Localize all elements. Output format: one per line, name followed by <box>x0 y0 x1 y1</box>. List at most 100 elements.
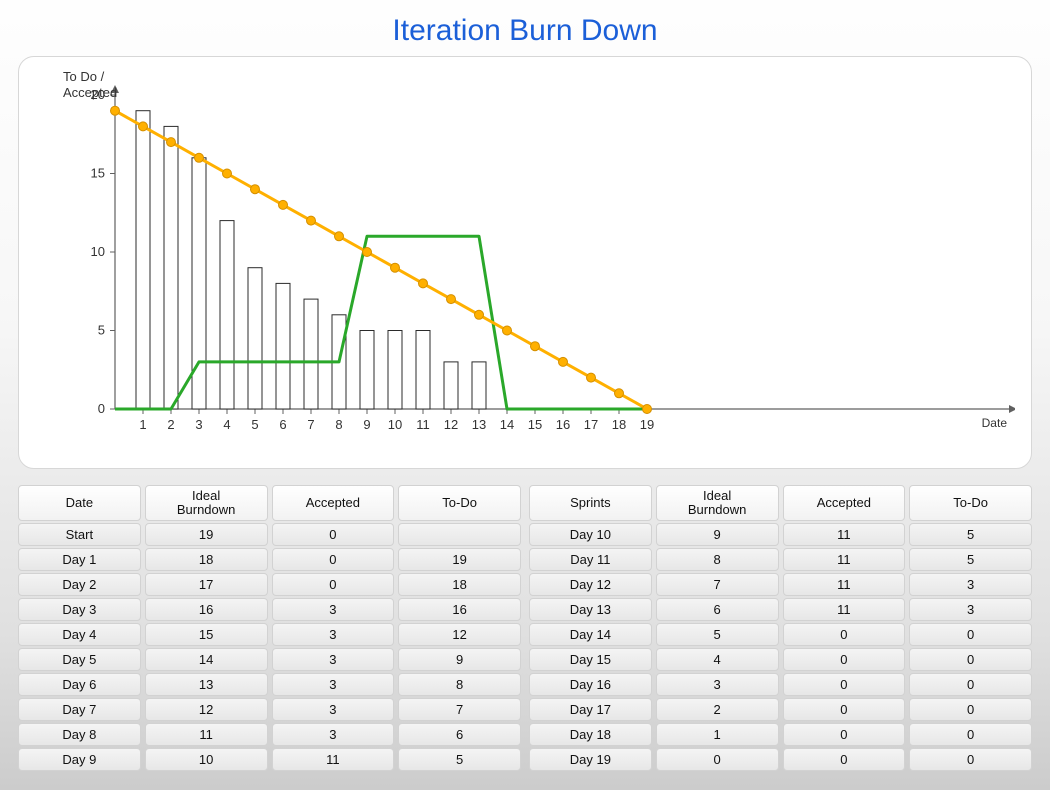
table-left-header-2: Accepted <box>272 485 395 521</box>
table-cell: Day 6 <box>18 673 141 696</box>
svg-text:5: 5 <box>98 323 105 338</box>
table-cell: Day 4 <box>18 623 141 646</box>
svg-text:13: 13 <box>472 417 486 432</box>
table-cell: 11 <box>145 723 268 746</box>
table-cell: Day 16 <box>529 673 652 696</box>
table-cell: 18 <box>145 548 268 571</box>
svg-text:1: 1 <box>139 417 146 432</box>
table-left-header-1: IdealBurndown <box>145 485 268 521</box>
table-cell: 3 <box>656 673 779 696</box>
table-cell: 0 <box>909 723 1032 746</box>
table-cell: 9 <box>656 523 779 546</box>
table-cell: 11 <box>783 573 906 596</box>
table-cell: Day 5 <box>18 648 141 671</box>
table-cell: Day 18 <box>529 723 652 746</box>
table-cell: 0 <box>783 698 906 721</box>
table-cell: Day 19 <box>529 748 652 771</box>
table-cell <box>398 523 521 546</box>
table-cell: 0 <box>783 648 906 671</box>
svg-text:Date: Date <box>982 416 1008 430</box>
table-cell: 0 <box>783 673 906 696</box>
table-cell: 11 <box>783 523 906 546</box>
table-cell: Day 2 <box>18 573 141 596</box>
svg-text:0: 0 <box>98 401 105 416</box>
table-right-header-3: To-Do <box>909 485 1032 521</box>
table-cell: 3 <box>272 648 395 671</box>
table-cell: 19 <box>398 548 521 571</box>
table-cell: 7 <box>656 573 779 596</box>
table-cell: 0 <box>909 698 1032 721</box>
svg-text:10: 10 <box>91 244 105 259</box>
svg-text:19: 19 <box>640 417 654 432</box>
svg-text:Accepted: Accepted <box>63 85 117 100</box>
svg-text:15: 15 <box>528 417 542 432</box>
table-cell: 0 <box>783 748 906 771</box>
table-cell: 6 <box>398 723 521 746</box>
table-cell: 11 <box>783 598 906 621</box>
table-cell: 8 <box>398 673 521 696</box>
table-cell: 16 <box>145 598 268 621</box>
table-cell: 5 <box>398 748 521 771</box>
table-right-header-1: IdealBurndown <box>656 485 779 521</box>
table-cell: 12 <box>398 623 521 646</box>
table-cell: 0 <box>909 648 1032 671</box>
table-cell: 0 <box>909 623 1032 646</box>
table-cell: 0 <box>909 673 1032 696</box>
table-cell: Day 8 <box>18 723 141 746</box>
table-cell: 8 <box>656 548 779 571</box>
table-cell: 0 <box>272 548 395 571</box>
table-cell: Day 1 <box>18 548 141 571</box>
table-cell: 0 <box>909 748 1032 771</box>
table-cell: 6 <box>656 598 779 621</box>
table-cell: 7 <box>398 698 521 721</box>
table-cell: Day 9 <box>18 748 141 771</box>
table-right-header-0: Sprints <box>529 485 652 521</box>
table-cell: 2 <box>656 698 779 721</box>
burndown-table-right: SprintsIdealBurndownAcceptedTo-Do Day 109… <box>529 485 1032 771</box>
table-cell: Day 3 <box>18 598 141 621</box>
svg-text:2: 2 <box>167 417 174 432</box>
svg-text:18: 18 <box>612 417 626 432</box>
table-cell: 0 <box>656 748 779 771</box>
svg-text:3: 3 <box>195 417 202 432</box>
table-cell: Start <box>18 523 141 546</box>
table-cell: Day 13 <box>529 598 652 621</box>
data-tables: DateIdealBurndownAcceptedTo-DoStart190Da… <box>18 485 1032 771</box>
table-cell: 11 <box>783 548 906 571</box>
table-cell: 11 <box>272 748 395 771</box>
table-cell: Day 11 <box>529 548 652 571</box>
table-cell: 17 <box>145 573 268 596</box>
table-cell: 3 <box>272 598 395 621</box>
svg-text:15: 15 <box>91 166 105 181</box>
table-cell: 0 <box>272 523 395 546</box>
table-cell: Day 7 <box>18 698 141 721</box>
table-cell: 3 <box>272 673 395 696</box>
table-cell: 13 <box>145 673 268 696</box>
table-cell: 3 <box>272 623 395 646</box>
table-cell: Day 17 <box>529 698 652 721</box>
table-cell: 1 <box>656 723 779 746</box>
table-cell: 5 <box>656 623 779 646</box>
burndown-chart: 05101520To Do /Accepted12345678910111213… <box>35 67 1015 447</box>
table-cell: 3 <box>272 698 395 721</box>
table-cell: 5 <box>909 523 1032 546</box>
table-cell: 0 <box>783 623 906 646</box>
table-cell: 5 <box>909 548 1032 571</box>
svg-text:16: 16 <box>556 417 570 432</box>
svg-text:11: 11 <box>416 417 430 432</box>
table-cell: 0 <box>272 573 395 596</box>
page-title: Iteration Burn Down <box>0 0 1050 56</box>
table-cell: 19 <box>145 523 268 546</box>
svg-text:4: 4 <box>223 417 230 432</box>
table-cell: Day 10 <box>529 523 652 546</box>
burndown-table-left: DateIdealBurndownAcceptedTo-DoStart190Da… <box>18 485 521 771</box>
table-cell: 3 <box>909 573 1032 596</box>
burndown-chart-panel: 05101520To Do /Accepted12345678910111213… <box>18 56 1032 469</box>
table-cell: 3 <box>272 723 395 746</box>
table-cell: 16 <box>398 598 521 621</box>
table-cell: Day 12 <box>529 573 652 596</box>
table-right-header-2: Accepted <box>783 485 906 521</box>
svg-text:9: 9 <box>363 417 370 432</box>
svg-text:6: 6 <box>279 417 286 432</box>
table-cell: 3 <box>909 598 1032 621</box>
